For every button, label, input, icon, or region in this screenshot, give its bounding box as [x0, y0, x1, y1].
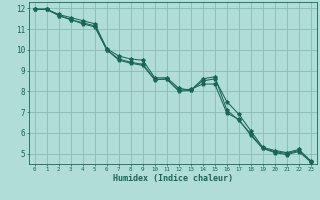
X-axis label: Humidex (Indice chaleur): Humidex (Indice chaleur)	[113, 174, 233, 183]
